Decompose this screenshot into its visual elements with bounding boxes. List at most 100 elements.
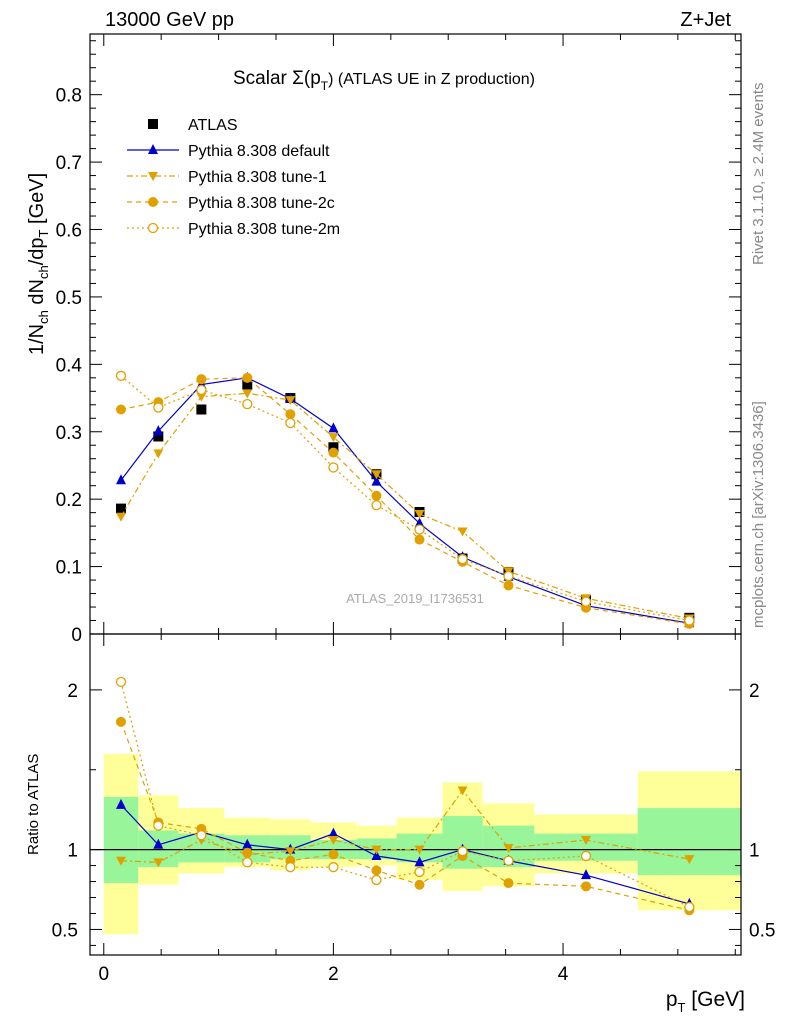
data-point [371, 500, 382, 511]
data-point [242, 379, 253, 390]
main-y-axis-label: 1/Nch dNch/dpT [GeV] [26, 173, 51, 355]
legend-marker [148, 144, 158, 154]
legend-label: Pythia 8.308 default [188, 143, 330, 160]
ratio-point [414, 845, 425, 855]
ratio-point [414, 879, 425, 890]
series-line [120, 375, 690, 622]
data-point [116, 503, 126, 514]
ratio-y-axis-label: Ratio to ATLAS [25, 754, 42, 855]
series-line [120, 377, 690, 624]
ratio-line [120, 721, 690, 911]
data-point [153, 449, 164, 459]
ratio-point [414, 856, 425, 867]
ratio-panel-data [90, 676, 741, 935]
y-tick-label: 0.5 [56, 288, 82, 309]
data-point [371, 490, 382, 501]
data-point [196, 374, 207, 385]
data-point [328, 422, 339, 433]
legend-marker [147, 222, 159, 234]
mcplots-info-label: mcplots.cern.ch [arXiv:1306.3436] [750, 401, 767, 628]
ratio-point [581, 881, 591, 892]
data-point [242, 398, 253, 410]
ratio-point [285, 862, 296, 873]
header-left-label: 13000 GeV pp [105, 9, 234, 31]
ratio-point [414, 866, 425, 878]
data-point [371, 470, 382, 480]
ratio-point [581, 869, 591, 880]
ratio-y-tick-label-left: 1 [67, 841, 78, 862]
series-line [120, 392, 690, 620]
y-tick-label: 0.4 [56, 355, 83, 376]
data-point [153, 431, 164, 442]
data-point [285, 396, 296, 406]
x-axis-label: pT [GeV] [666, 988, 745, 1015]
data-point [414, 534, 425, 545]
ratio-y-tick-label-left: 2 [67, 681, 78, 702]
y-tick-label: 0 [71, 625, 82, 646]
ratio-point [580, 850, 592, 862]
ratio-point [684, 855, 695, 865]
ratio-point [684, 901, 695, 913]
ratio-y-tick-label-right: 0.5 [749, 920, 775, 941]
ratio-point [242, 857, 253, 868]
ratio-point [457, 846, 468, 857]
x-tick-label: 2 [328, 964, 339, 985]
y-tick-label: 0.3 [56, 423, 82, 444]
ratio-series-1 [116, 786, 695, 868]
data-point [414, 524, 425, 535]
ratio-point [116, 798, 126, 809]
ratio-point [371, 849, 382, 860]
ratio-panel-frame [89, 633, 742, 956]
data-point [684, 615, 695, 626]
x-axis-label-sub: T [678, 1000, 686, 1015]
ratio-point [285, 847, 296, 857]
legend-label: ATLAS [188, 117, 238, 134]
data-point [196, 404, 207, 415]
data-point [153, 402, 164, 413]
data-point [503, 580, 514, 591]
data-point [242, 372, 253, 383]
title-tail: ) (ATLAS UE in Z production) [328, 71, 535, 88]
data-point [328, 447, 339, 458]
data-point [503, 570, 514, 582]
data-point [285, 409, 296, 420]
ratio-panel-axes: 0.5 0.5 1 1 2 2 0 2 4 [52, 634, 775, 985]
ratio-point [116, 856, 126, 866]
ratio-point [242, 838, 253, 849]
data-point [328, 462, 339, 473]
data-point [116, 512, 126, 522]
title-sub: T [321, 79, 329, 93]
ratio-point [153, 838, 164, 849]
ratio-point [503, 844, 514, 853]
ratio-point [116, 716, 126, 727]
y-tick-label: 0.2 [56, 490, 82, 511]
ratio-y-tick-label-left: 0.5 [52, 920, 78, 941]
ratio-point [328, 849, 339, 860]
data-point [371, 475, 382, 486]
ratio-point [153, 858, 164, 868]
data-point [153, 425, 164, 436]
y-tick-label: 0.7 [56, 153, 82, 174]
ratio-point [503, 855, 514, 866]
ratio-point [371, 865, 382, 876]
ratio-panel: 0.5 0.5 1 1 2 2 0 2 4 Ratio to ATLAS pT [GeV] [25, 633, 775, 1015]
data-point [414, 510, 425, 519]
x-axis-label-tail: [GeV] [685, 988, 745, 1011]
ratio-y-tick-label-right: 2 [749, 681, 760, 702]
rivet-info-label: Rivet 3.1.10, ≥ 2.4M events [750, 83, 767, 266]
ratio-point [503, 878, 514, 889]
data-point [328, 442, 339, 453]
data-point [242, 389, 253, 399]
ratio-point [196, 830, 207, 841]
ratio-point [371, 845, 382, 855]
data-point [285, 417, 296, 429]
ratio-point [328, 862, 339, 873]
series-2 [116, 389, 695, 624]
ratio-band-inner [637, 808, 741, 876]
legend-label: Pythia 8.308 tune-2m [188, 221, 340, 238]
data-point [196, 384, 207, 396]
ratio-point [457, 786, 468, 796]
ratio-point [115, 676, 127, 688]
ratio-series-3 [115, 676, 695, 913]
data-point [457, 554, 468, 565]
